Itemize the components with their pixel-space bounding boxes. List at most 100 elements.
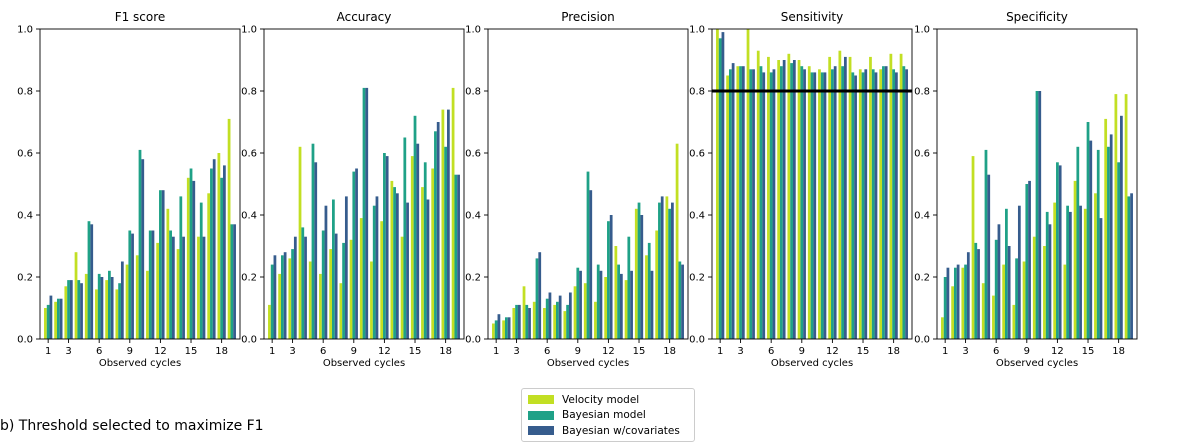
x-tick-label: 12 (154, 346, 167, 357)
bar-3-s1-c15 (634, 208, 638, 339)
bar-4-s3-c4 (752, 69, 755, 340)
bar-1-s3-c5 (90, 224, 94, 339)
y-tick-label: 0.2 (465, 273, 481, 284)
bar-4-s1-c5 (756, 50, 760, 339)
legend: Velocity model Bayesian model Bayesian w… (521, 388, 695, 442)
bar-5-s2-c10 (1035, 91, 1039, 339)
bar-5-s1-c9 (1022, 261, 1026, 339)
bar-5-s3-c11 (1048, 224, 1052, 339)
legend-item-bayesian-covariates: Bayesian w/covariates (528, 423, 688, 439)
bar-2-s2-c9 (352, 171, 356, 339)
bar-5-s3-c18 (1120, 115, 1123, 339)
bar-4-s2-c19 (902, 66, 906, 339)
bar-1-s1-c7 (105, 280, 109, 339)
bar-2-s1-c12 (380, 221, 384, 339)
bar-5-s3-c5 (987, 174, 991, 339)
bar-1-s2-c9 (128, 230, 132, 339)
bar-3-s3-c1 (497, 314, 501, 339)
bar-3-s2-c3 (515, 304, 518, 339)
bar-3-s3-c11 (599, 270, 603, 339)
x-axis-label-2: Observed cycles (323, 358, 405, 369)
bar-4-s2-c7 (780, 66, 783, 339)
bar-3-s1-c6 (543, 308, 546, 339)
bar-3-s1-c12 (604, 277, 608, 339)
bar-3-s2-c16 (647, 242, 651, 339)
bar-4-s1-c16 (869, 56, 872, 340)
x-axis-label-5: Observed cycles (996, 358, 1078, 369)
bar-4-s1-c7 (777, 60, 781, 339)
bar-2-s2-c12 (383, 153, 386, 339)
bar-3-s2-c11 (596, 264, 600, 339)
bar-3-s1-c4 (522, 286, 526, 339)
bar-1-s2-c19 (230, 224, 234, 339)
bar-5-s3-c10 (1038, 91, 1042, 339)
x-tick-label: 15 (1082, 346, 1095, 357)
bar-3-s2-c1 (494, 320, 498, 339)
bar-3-s1-c8 (563, 311, 567, 339)
bar-5-s2-c14 (1076, 146, 1080, 339)
x-tick-label: 3 (65, 346, 71, 357)
bar-3-s3-c12 (609, 215, 613, 339)
bar-5-s1-c3 (961, 267, 965, 339)
y-tick-label: 1.0 (241, 25, 257, 36)
bar-2-s1-c18 (441, 109, 445, 339)
bar-2-s1-c15 (410, 156, 414, 339)
bar-2-s2-c7 (332, 199, 335, 339)
x-tick-label: 12 (378, 346, 391, 357)
bar-4-s2-c16 (871, 69, 875, 340)
bar-2-s1-c1 (268, 304, 271, 339)
bar-4-s3-c15 (864, 69, 868, 340)
y-tick-label: 0.2 (689, 273, 705, 284)
bar-1-s1-c19 (227, 118, 231, 340)
x-tick-label: 18 (215, 346, 228, 357)
chart-panel-1: 0.0 0.2 0.4 0.6 0.8 1.0 1 3 6 9 12 15 18 F1 score Obse… (17, 10, 241, 369)
bar-4-s1-c10 (807, 66, 811, 339)
bar-2-s1-c2 (278, 273, 281, 339)
bar-4-s3-c2 (731, 63, 735, 339)
bar-1-s2-c13 (169, 230, 172, 339)
bar-3-s2-c14 (627, 236, 631, 339)
bar-5-s3-c1 (946, 267, 950, 339)
bar-3-s1-c3 (512, 308, 516, 339)
bar-1-s3-c14 (182, 236, 185, 339)
bar-2-s1-c14 (400, 236, 404, 339)
bar-4-s3-c11 (823, 72, 827, 340)
bar-2-s3-c2 (283, 252, 287, 339)
bar-1-s3-c4 (80, 283, 83, 339)
bar-3-s2-c9 (576, 267, 580, 339)
bar-1-s3-c15 (192, 180, 196, 339)
bar-1-s2-c11 (148, 230, 152, 339)
bar-4-s2-c14 (851, 72, 855, 340)
bar-1-s1-c4 (74, 252, 78, 339)
bar-4-s2-c8 (790, 63, 793, 339)
bar-2-s2-c17 (434, 131, 437, 339)
x-tick-label: 1 (493, 346, 499, 357)
bar-3-s1-c16 (645, 255, 648, 339)
bar-1-s3-c3 (69, 280, 73, 339)
bar-3-s3-c17 (660, 196, 664, 339)
bar-5-s2-c11 (1045, 211, 1049, 339)
legend-swatch-bayesian (528, 410, 554, 420)
chart-title-5: Specificity (1006, 10, 1068, 24)
bar-4-s1-c8 (787, 53, 791, 340)
bar-5-s3-c9 (1028, 180, 1031, 339)
bar-3-s3-c14 (630, 270, 633, 339)
y-tick-label: 0.2 (241, 273, 257, 284)
bar-2-s1-c10 (359, 218, 363, 339)
bar-2-s3-c7 (334, 233, 338, 339)
bar-4-s3-c7 (782, 60, 786, 339)
bar-4-s3-c5 (762, 72, 766, 340)
bar-1-s3-c19 (233, 224, 236, 339)
bar-2-s2-c3 (291, 249, 294, 339)
bar-5-s2-c8 (1015, 258, 1018, 339)
bar-4-s1-c15 (858, 69, 862, 340)
bar-5-s3-c13 (1068, 211, 1072, 339)
y-tick-label: 0.8 (17, 87, 33, 98)
bar-1-s2-c7 (108, 270, 111, 339)
bar-3-s2-c17 (658, 202, 661, 339)
bar-2-s2-c14 (403, 137, 407, 339)
x-tick-label: 1 (269, 346, 275, 357)
bar-2-s3-c11 (375, 196, 379, 339)
bar-4-s1-c14 (848, 56, 852, 340)
y-tick-label: 0.0 (17, 335, 33, 346)
